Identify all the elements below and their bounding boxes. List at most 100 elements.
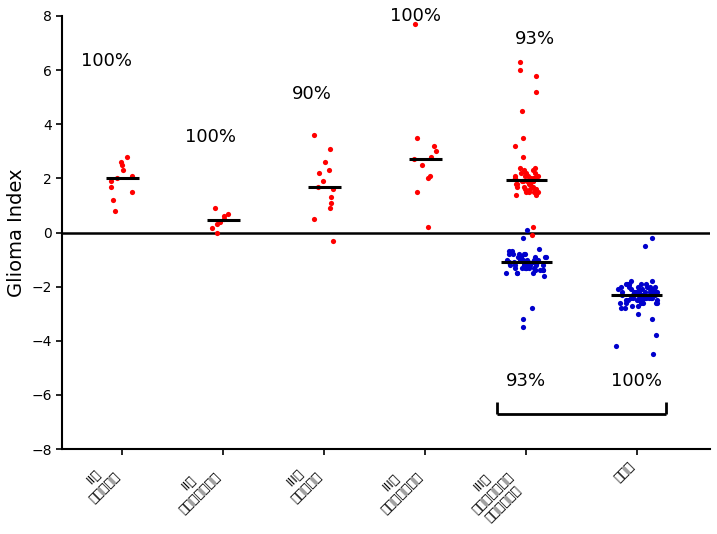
Point xyxy=(509,142,521,150)
Point xyxy=(532,187,543,196)
Point xyxy=(650,299,661,307)
Point xyxy=(630,288,642,296)
Point xyxy=(117,161,128,169)
Text: 100%: 100% xyxy=(390,7,442,26)
Point xyxy=(526,174,537,183)
Point xyxy=(412,134,423,142)
Point xyxy=(615,304,627,312)
Point xyxy=(327,185,338,193)
Text: 93%: 93% xyxy=(506,372,546,389)
Point xyxy=(651,288,663,296)
Point xyxy=(532,171,543,180)
Point xyxy=(121,152,133,161)
Point xyxy=(519,171,531,180)
Point xyxy=(517,234,528,242)
Point xyxy=(531,261,542,269)
Point xyxy=(324,144,336,153)
Point xyxy=(530,185,541,193)
Point xyxy=(647,277,658,286)
Point xyxy=(508,258,520,266)
Point xyxy=(640,293,652,302)
Point xyxy=(211,228,222,237)
Point xyxy=(538,253,550,261)
Point xyxy=(512,253,523,261)
Point xyxy=(219,212,230,221)
Point xyxy=(504,261,516,269)
Point xyxy=(527,166,538,175)
Point xyxy=(515,66,526,74)
Point xyxy=(537,261,549,269)
Point xyxy=(516,177,528,185)
Point xyxy=(528,174,540,183)
Point xyxy=(325,193,336,202)
Point xyxy=(523,263,535,272)
Point xyxy=(511,179,523,188)
Point xyxy=(111,174,123,183)
Point xyxy=(519,263,531,272)
Point xyxy=(636,296,647,304)
Point xyxy=(214,217,226,226)
Point xyxy=(422,223,434,231)
Point xyxy=(105,177,117,185)
Point xyxy=(639,288,650,296)
Point xyxy=(424,171,436,180)
Point xyxy=(619,304,631,312)
Point xyxy=(523,179,535,188)
Point xyxy=(617,288,628,296)
Point xyxy=(526,304,538,312)
Point xyxy=(646,315,657,324)
Point xyxy=(525,261,536,269)
Point xyxy=(514,163,526,172)
Point xyxy=(528,187,539,196)
Point xyxy=(517,152,528,161)
Point xyxy=(503,247,515,256)
Point xyxy=(511,182,523,191)
Point xyxy=(645,293,657,302)
Point xyxy=(508,250,519,258)
Point xyxy=(518,261,530,269)
Point xyxy=(633,288,645,296)
Point xyxy=(522,258,533,266)
Point xyxy=(632,282,644,291)
Point xyxy=(516,263,527,272)
Point xyxy=(308,131,319,139)
Point xyxy=(523,258,534,266)
Point xyxy=(529,163,541,172)
Point xyxy=(612,285,623,294)
Point xyxy=(625,293,636,302)
Point xyxy=(528,269,539,277)
Text: 100%: 100% xyxy=(611,372,662,389)
Point xyxy=(650,282,661,291)
Point xyxy=(518,261,530,269)
Point xyxy=(521,169,532,177)
Point xyxy=(222,209,234,218)
Point xyxy=(621,280,632,288)
Point xyxy=(644,282,655,291)
Point xyxy=(521,263,532,272)
Point xyxy=(519,185,531,193)
Point xyxy=(645,288,657,296)
Point xyxy=(324,166,336,175)
Point xyxy=(515,255,526,264)
Point xyxy=(509,174,521,183)
Point xyxy=(633,296,645,304)
Point xyxy=(125,171,137,180)
Point xyxy=(511,269,523,277)
Point xyxy=(614,299,626,307)
Point xyxy=(625,285,637,294)
Point xyxy=(650,331,661,340)
Point xyxy=(638,290,650,299)
Point xyxy=(115,158,126,167)
Point xyxy=(313,169,325,177)
Point xyxy=(511,269,523,277)
Point xyxy=(518,315,529,324)
Point xyxy=(534,266,546,274)
Point xyxy=(625,277,637,286)
Point xyxy=(503,250,515,258)
Point xyxy=(527,177,538,185)
Point xyxy=(616,290,627,299)
Point xyxy=(528,255,539,264)
Point xyxy=(516,253,527,261)
Point xyxy=(313,182,324,191)
Point xyxy=(509,171,521,180)
